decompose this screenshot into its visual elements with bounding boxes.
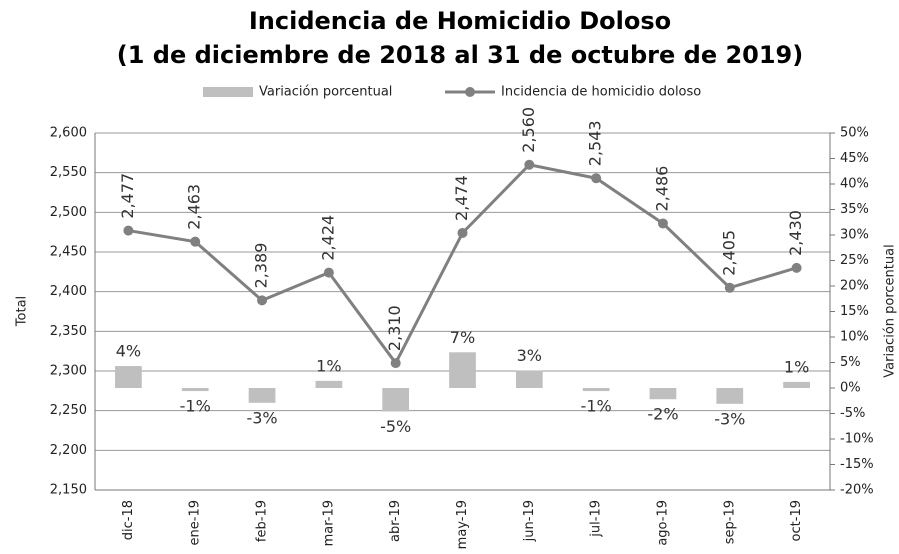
y-tick-label: 2,300 bbox=[50, 364, 87, 379]
x-tick-label: ago-19 bbox=[655, 500, 670, 546]
legend-swatch bbox=[203, 87, 253, 97]
y2-axis-title: Variación porcentual bbox=[883, 244, 898, 377]
y2-tick-label: 0% bbox=[840, 381, 861, 396]
x-tick-label: jul-19 bbox=[589, 500, 604, 538]
line-marker bbox=[724, 282, 735, 293]
chart-subtitle: (1 de diciembre de 2018 al 31 de octubre… bbox=[117, 41, 803, 69]
x-tick-label: mar-19 bbox=[321, 500, 336, 546]
y2-tick-label: 50% bbox=[840, 126, 869, 141]
y-tick-label: 2,250 bbox=[50, 403, 87, 418]
line-marker bbox=[123, 225, 134, 236]
y2-tick-label: -5% bbox=[840, 406, 865, 421]
chart-title: Incidencia de Homicidio Doloso bbox=[249, 7, 671, 35]
bar-value-label: -3% bbox=[714, 409, 745, 428]
bar-value-label: -5% bbox=[380, 417, 411, 436]
x-tick-label: may-19 bbox=[455, 500, 470, 549]
y-tick-label: 2,450 bbox=[50, 245, 87, 260]
line-value-label: 2,474 bbox=[452, 175, 471, 221]
bar bbox=[515, 370, 543, 388]
y-axis-title: Total bbox=[15, 296, 30, 327]
bar bbox=[382, 388, 410, 412]
line-value-label: 2,560 bbox=[519, 107, 538, 153]
y2-tick-label: -15% bbox=[840, 457, 874, 472]
line-marker bbox=[390, 358, 401, 369]
line-marker bbox=[457, 227, 468, 238]
y2-tick-label: 45% bbox=[840, 151, 869, 166]
y2-tick-label: 5% bbox=[840, 355, 861, 370]
bar bbox=[315, 380, 343, 388]
line-marker bbox=[190, 236, 201, 247]
y-tick-label: 2,400 bbox=[50, 284, 87, 299]
x-tick-label: dic-18 bbox=[121, 500, 136, 540]
bar bbox=[783, 381, 810, 388]
bar-value-label: 7% bbox=[450, 328, 475, 347]
legend-label: Incidencia de homicidio doloso bbox=[501, 85, 701, 100]
bar-value-label: -1% bbox=[581, 397, 612, 416]
line-marker bbox=[323, 267, 334, 278]
x-tick-label: jun-19 bbox=[522, 500, 537, 542]
bar-value-label: 4% bbox=[116, 342, 141, 361]
bar-value-label: 3% bbox=[517, 346, 542, 365]
line-marker bbox=[524, 159, 535, 170]
bar bbox=[181, 388, 209, 392]
y2-tick-label: 40% bbox=[840, 177, 869, 192]
y-tick-label: 2,500 bbox=[50, 205, 87, 220]
bar-value-label: -3% bbox=[246, 408, 277, 427]
y2-tick-label: 15% bbox=[840, 304, 869, 319]
legend-swatch bbox=[465, 87, 475, 97]
bar bbox=[649, 388, 677, 400]
line-value-label: 2,486 bbox=[652, 166, 671, 212]
line-marker bbox=[791, 262, 802, 273]
legend-label: Variación porcentual bbox=[259, 85, 392, 100]
y2-tick-label: -20% bbox=[840, 483, 874, 498]
bar-value-label: 1% bbox=[784, 357, 809, 376]
y2-tick-label: -10% bbox=[840, 432, 874, 447]
bar-value-label: -1% bbox=[180, 397, 211, 416]
x-tick-label: oct-19 bbox=[789, 500, 804, 541]
y2-tick-label: 25% bbox=[840, 253, 869, 268]
y-tick-label: 2,350 bbox=[50, 324, 87, 339]
x-tick-label: ene-19 bbox=[188, 500, 203, 545]
bar-value-label: 1% bbox=[316, 356, 341, 375]
line-marker bbox=[257, 295, 268, 306]
bar-value-label: -2% bbox=[647, 405, 678, 424]
y-tick-label: 2,550 bbox=[50, 165, 87, 180]
line-value-label: 2,543 bbox=[586, 120, 605, 166]
bar bbox=[115, 366, 142, 388]
x-tick-label: feb-19 bbox=[255, 500, 270, 542]
line-value-label: 2,405 bbox=[719, 230, 738, 276]
bar bbox=[449, 352, 476, 388]
line-marker bbox=[657, 218, 668, 229]
line-value-label: 2,310 bbox=[385, 305, 404, 351]
y-tick-label: 2,200 bbox=[50, 443, 87, 458]
y2-tick-label: 20% bbox=[840, 279, 869, 294]
y-tick-label: 2,600 bbox=[50, 126, 87, 141]
line-marker bbox=[591, 173, 602, 184]
y2-tick-label: 10% bbox=[840, 330, 869, 345]
x-tick-label: sep-19 bbox=[722, 500, 737, 544]
line-value-label: 2,424 bbox=[318, 215, 337, 261]
bar bbox=[716, 388, 744, 404]
y2-tick-label: 35% bbox=[840, 202, 869, 217]
line-value-label: 2,477 bbox=[118, 173, 137, 219]
line-value-label: 2,389 bbox=[252, 243, 271, 289]
x-tick-label: abr-19 bbox=[388, 500, 403, 542]
y-tick-label: 2,150 bbox=[50, 483, 87, 498]
line-value-label: 2,463 bbox=[185, 184, 204, 230]
bar bbox=[248, 388, 276, 403]
y2-tick-label: 30% bbox=[840, 228, 869, 243]
bar bbox=[582, 388, 610, 392]
line-value-label: 2,430 bbox=[786, 210, 805, 256]
